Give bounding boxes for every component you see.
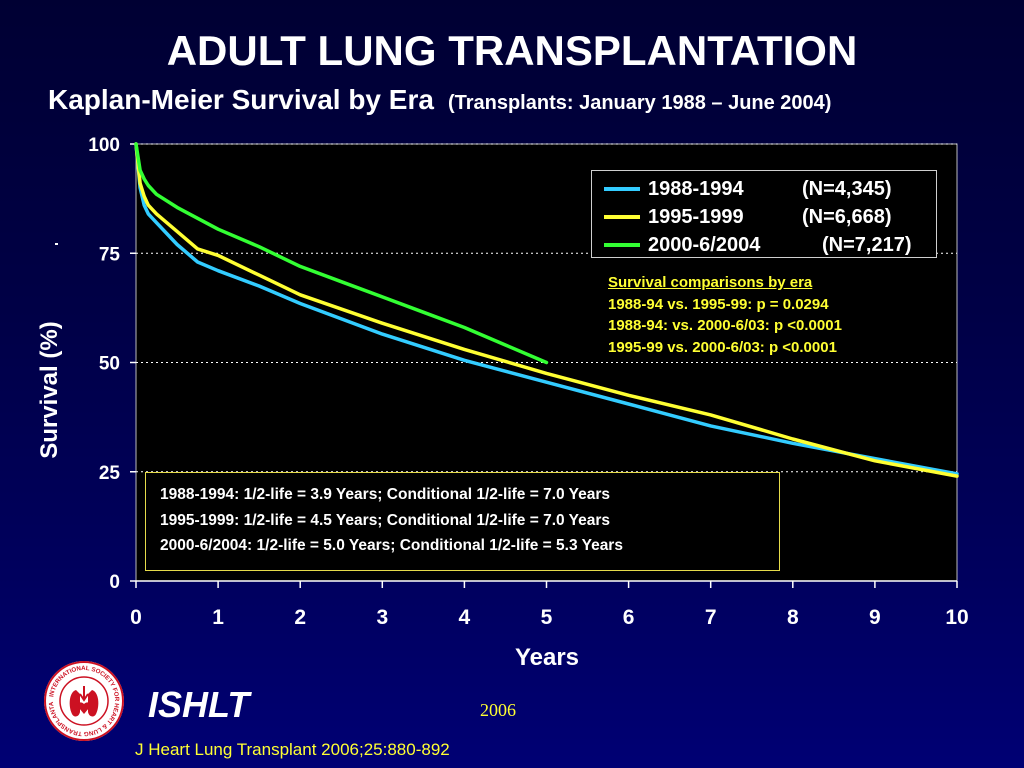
x-tick-label: 5	[541, 606, 553, 629]
y-tick-label: 50	[99, 354, 120, 375]
x-axis-ticks: 0 1 2 3 4 5 6 7 8 9 10	[130, 580, 969, 629]
y-tick-label: 0	[109, 572, 120, 593]
x-axis-label: Years	[515, 644, 579, 671]
series-lines	[134, 142, 959, 478]
comparison-line: 1988-94: vs. 2000-6/03: p <0.0001	[608, 317, 842, 334]
org-name: ISHLT	[148, 684, 250, 725]
series-line-2000-6-2004	[134, 142, 549, 365]
comparison-line: 1995-99 vs. 2000-6/03: p <0.0001	[608, 338, 837, 356]
legend-count: (N=7,217)	[822, 234, 912, 256]
legend-count: (N=4,345)	[802, 178, 892, 200]
x-tick-label: 7	[705, 606, 717, 629]
x-tick-label: 8	[787, 606, 799, 629]
legend-item-1988-1994: 1988-1994 (N=4,345)	[592, 175, 936, 201]
series-line-1995-1999	[134, 142, 959, 478]
legend-item-1995-1999: 1995-1999 (N=6,668)	[592, 203, 936, 229]
survival-comparisons: Survival comparisons by era 1988-94 vs. …	[608, 272, 842, 358]
x-tick-label: 9	[869, 606, 881, 629]
x-tick-label: 10	[945, 606, 968, 629]
comparison-line: 1988-94 vs. 1995-99: p = 0.0294	[608, 295, 829, 313]
legend: 1988-1994 (N=4,345) 1995-1999 (N=6,668) …	[591, 170, 937, 258]
y-tick-label: 100	[88, 135, 120, 156]
half-life-box: 1988-1994: 1/2-life = 3.9 Years; Conditi…	[145, 472, 780, 571]
legend-count: (N=6,668)	[802, 206, 892, 228]
y-tick-label: 75	[99, 244, 121, 265]
ishlt-logo: INTERNATIONAL SOCIETY FOR HEART & LUNG T…	[43, 660, 124, 741]
y-axis-label: Survival (%)	[36, 321, 63, 459]
x-tick-label: 3	[376, 606, 388, 629]
legend-swatch	[604, 215, 640, 219]
stray-mark	[55, 243, 58, 245]
y-axis-ticks: 0 25 50 75 100	[88, 135, 136, 593]
x-tick-label: 6	[623, 606, 635, 629]
legend-swatch	[604, 243, 640, 247]
date-range: (Transplants: January 1988 – June 2004)	[447, 92, 832, 114]
legend-era: 2000-6/2004	[648, 234, 761, 256]
y-tick-label: 25	[99, 463, 121, 484]
half-life-line: 2000-6/2004: 1/2-life = 5.0 Years; Condi…	[160, 537, 623, 554]
legend-era: 1988-1994	[648, 178, 744, 200]
legend-swatch	[604, 187, 640, 191]
series-line-1988-1994	[134, 142, 959, 476]
legend-item-2000-2004: 2000-6/2004 (N=7,217)	[592, 231, 936, 257]
x-tick-label: 4	[459, 606, 471, 629]
citation: J Heart Lung Transplant 2006;25:880-892	[135, 740, 450, 759]
half-life-line: 1988-1994: 1/2-life = 3.9 Years; Conditi…	[160, 486, 611, 503]
subtitle-row: Kaplan-Meier Survival by Era (Transplants…	[48, 84, 1024, 116]
publication-year: 2006	[480, 700, 516, 720]
x-tick-label: 0	[130, 606, 142, 629]
x-tick-label: 1	[212, 606, 224, 629]
chart-subtitle: Kaplan-Meier Survival by Era	[48, 84, 434, 115]
comparisons-header: Survival comparisons by era	[608, 274, 813, 291]
x-tick-label: 2	[294, 606, 306, 629]
legend-era: 1995-1999	[648, 206, 744, 228]
half-life-line: 1995-1999: 1/2-life = 4.5 Years; Conditi…	[160, 512, 611, 529]
slide-title: ADULT LUNG TRANSPLANTATION	[166, 27, 858, 74]
